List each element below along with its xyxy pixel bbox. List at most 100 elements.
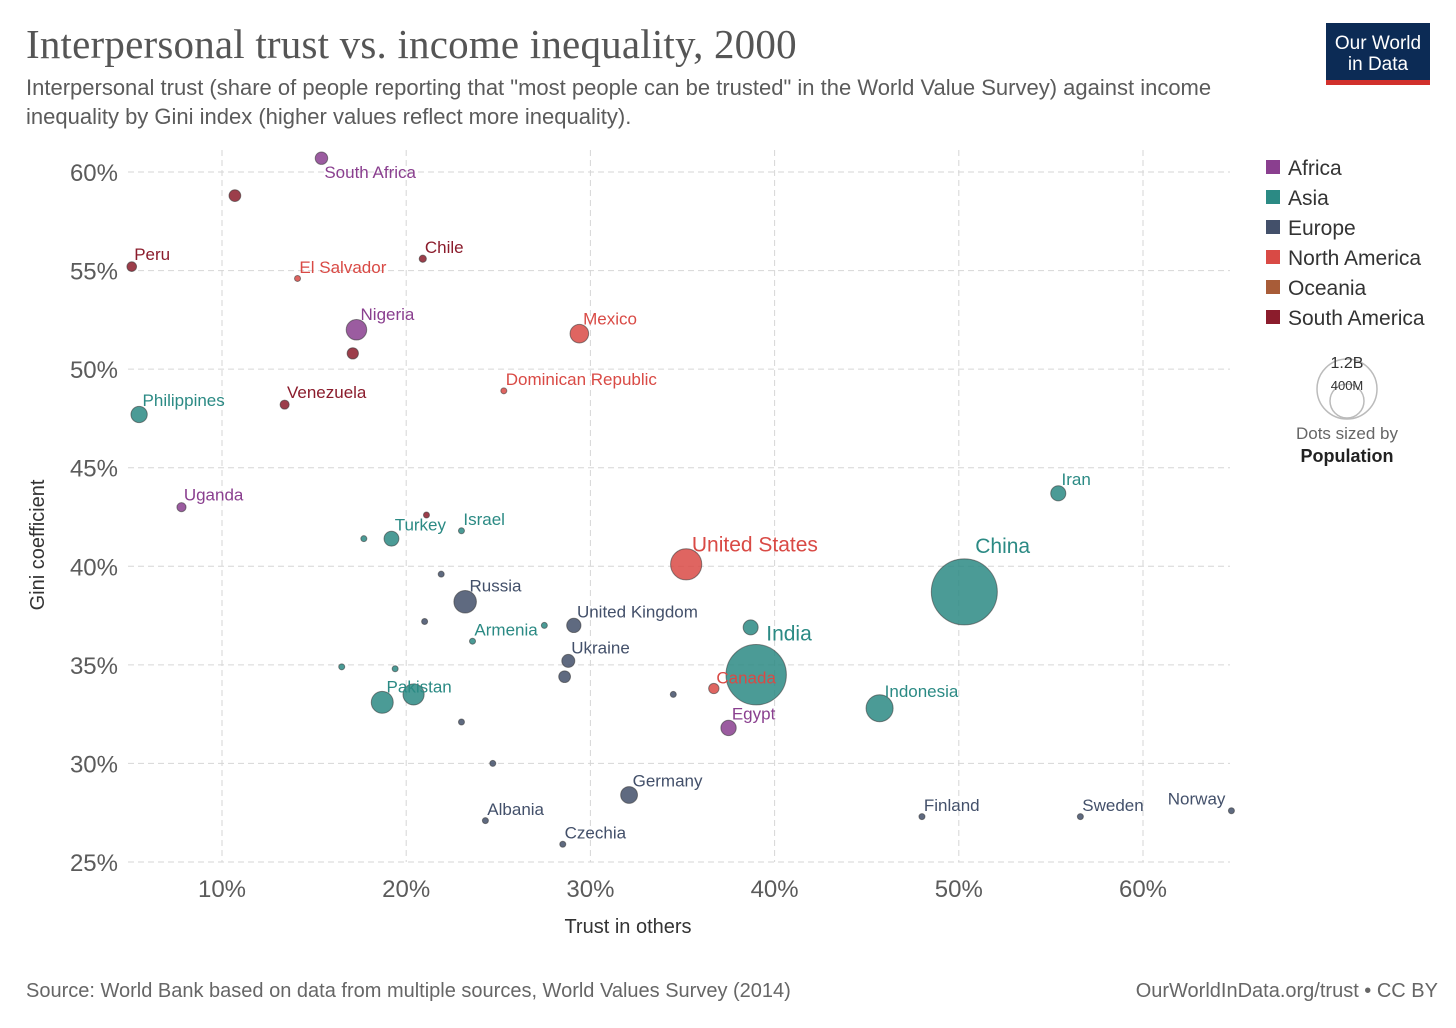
data-point[interactable] (457, 527, 465, 535)
y-tick-label: 50% (70, 357, 118, 384)
data-point[interactable] (1227, 807, 1235, 815)
legend-swatch[interactable] (1266, 310, 1280, 324)
data-point[interactable] (422, 511, 430, 519)
data-point[interactable] (720, 719, 737, 737)
point-label: Pakistan (387, 677, 452, 696)
data-point[interactable] (500, 387, 508, 395)
data-point[interactable] (418, 254, 427, 263)
data-point[interactable] (402, 683, 425, 706)
y-axis-ticks: 25% 30% 35% 40% 45% 50% 55% 60% (70, 160, 118, 877)
point-label: Israel (463, 510, 505, 529)
data-point[interactable] (391, 665, 399, 673)
data-point[interactable] (314, 151, 329, 165)
legend[interactable]: Africa Asia Europe North America Oceania Sout… (1266, 157, 1425, 330)
data-point[interactable] (558, 670, 571, 684)
credit-link[interactable]: OurWorldInData.org/trust • CC BY (1135, 980, 1438, 1002)
data-point[interactable] (1076, 813, 1084, 821)
data-point[interactable] (126, 261, 138, 272)
data-point[interactable] (725, 644, 787, 706)
legend-item[interactable]: Europe (1288, 217, 1356, 240)
data-point[interactable] (620, 786, 638, 804)
data-point[interactable] (561, 653, 576, 668)
point-label: Ukraine (571, 638, 630, 657)
data-point[interactable] (421, 617, 429, 625)
legend-item[interactable]: Asia (1288, 187, 1329, 210)
x-tick-label: 60% (1119, 876, 1167, 903)
point-label: Iran (1062, 470, 1091, 489)
data-point[interactable] (742, 619, 759, 636)
data-point[interactable] (279, 399, 290, 410)
point-label: United States (692, 534, 818, 557)
point-label: Germany (633, 771, 703, 790)
y-tick-label: 25% (70, 850, 118, 877)
legend-swatch[interactable] (1266, 250, 1280, 264)
point-label: South Africa (324, 163, 416, 182)
data-point[interactable] (346, 347, 359, 360)
point-label: Indonesia (885, 682, 959, 701)
data-point[interactable] (918, 813, 926, 821)
logo-line-2: in Data (1347, 54, 1409, 75)
data-point[interactable] (453, 590, 477, 614)
legend-item[interactable]: North America (1288, 247, 1421, 270)
legend-swatch[interactable] (1266, 220, 1280, 234)
data-point[interactable] (865, 694, 894, 723)
legend-swatch[interactable] (1266, 190, 1280, 204)
point-label: Uganda (184, 486, 244, 505)
y-tick-label: 45% (70, 456, 118, 483)
data-point[interactable] (1050, 485, 1067, 502)
legend-item[interactable]: Oceania (1288, 277, 1367, 300)
y-tick-label: 30% (70, 751, 118, 778)
y-tick-label: 55% (70, 259, 118, 286)
data-points[interactable] (126, 151, 1235, 848)
data-point[interactable] (540, 621, 548, 629)
point-label: India (766, 623, 812, 646)
grid-lines (128, 150, 1230, 863)
data-point[interactable] (669, 690, 677, 698)
point-label: Armenia (474, 621, 538, 640)
point-label: Norway (1168, 790, 1226, 809)
scatter-chart[interactable]: 25% 30% 35% 40% 45% 50% 55% 60% 10% 20% 30% 40% 50%… (0, 0, 1456, 975)
x-tick-label: 30% (566, 876, 614, 903)
data-point[interactable] (130, 405, 148, 424)
data-point[interactable] (294, 274, 302, 282)
logo-line-1: Our World (1334, 33, 1422, 54)
data-point[interactable] (469, 637, 477, 645)
data-point[interactable] (559, 840, 567, 848)
data-point[interactable] (338, 663, 346, 671)
size-legend-small-label: 400M (1331, 378, 1364, 393)
data-point[interactable] (930, 558, 998, 626)
point-label: Dominican Republic (506, 370, 658, 389)
y-tick-label: 40% (70, 554, 118, 581)
data-point[interactable] (345, 318, 368, 341)
point-labels: South Africa Peru Chile El Salvador Nigeria M… (134, 163, 1226, 842)
chart-title: Interpersonal trust vs. income inequalit… (26, 21, 797, 67)
x-tick-label: 10% (198, 876, 246, 903)
data-point[interactable] (370, 690, 394, 714)
data-point[interactable] (569, 323, 590, 344)
data-point[interactable] (437, 570, 445, 578)
owid-logo[interactable]: Our World in Data (1326, 23, 1430, 85)
data-point[interactable] (566, 617, 582, 634)
x-tick-label: 50% (935, 876, 983, 903)
data-point[interactable] (708, 682, 720, 695)
data-point[interactable] (228, 189, 242, 203)
legend-swatch[interactable] (1266, 280, 1280, 294)
data-point[interactable] (176, 502, 187, 513)
legend-item[interactable]: Africa (1288, 157, 1342, 180)
point-label: Mexico (583, 310, 637, 329)
data-point[interactable] (457, 718, 465, 726)
point-label: China (975, 535, 1030, 558)
size-legend-big-circle (1316, 358, 1378, 420)
data-point[interactable] (360, 535, 368, 543)
chart-subtitle: Interpersonal trust (share of people rep… (26, 75, 1212, 129)
data-point[interactable] (489, 759, 497, 767)
data-point[interactable] (670, 548, 703, 581)
legend-item[interactable]: South America (1288, 307, 1425, 330)
size-legend-big-label: 1.2B (1331, 355, 1364, 372)
data-point[interactable] (481, 817, 489, 825)
legend-swatch[interactable] (1266, 160, 1280, 174)
size-legend-note: Dots sized by (1296, 424, 1399, 443)
y-tick-label: 60% (70, 160, 118, 187)
point-label: Finland (924, 796, 980, 815)
data-point[interactable] (383, 530, 400, 547)
